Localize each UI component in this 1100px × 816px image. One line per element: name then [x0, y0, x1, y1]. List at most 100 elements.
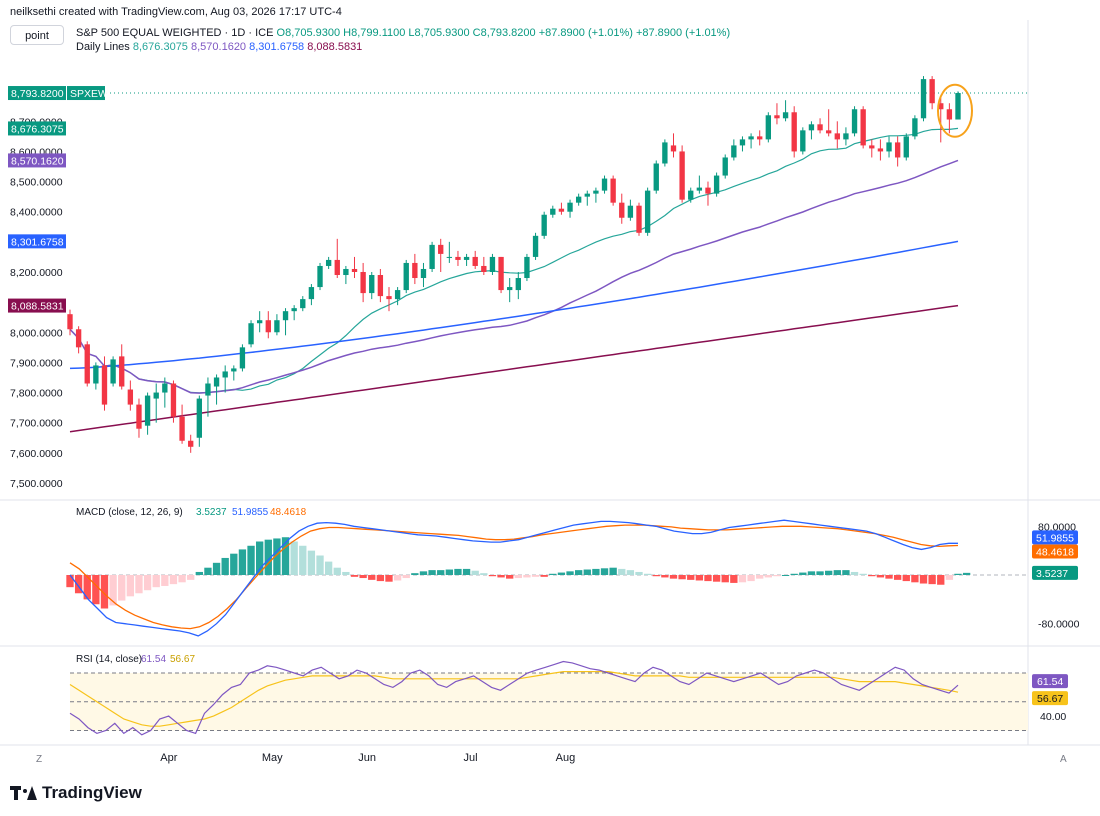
macd-histogram-bar [169, 575, 178, 585]
candle [610, 175, 616, 206]
price-tick-label: 7,900.0000 [10, 357, 63, 369]
candle [515, 271, 521, 300]
macd-histogram-bar [902, 575, 910, 582]
candle [782, 100, 789, 122]
candle [205, 377, 211, 417]
macd-histogram-bar [411, 573, 419, 575]
symbol-badge-text: SPXEW [70, 88, 108, 100]
candle-body [955, 93, 961, 120]
candle-body [826, 130, 832, 134]
candle [886, 136, 892, 158]
candle-body [256, 320, 263, 324]
symbol-legend: S&P 500 EQUAL WEIGHTED · 1D · ICE O8,705… [76, 27, 730, 39]
candle [300, 296, 306, 312]
macd-title: MACD (close, 12, 26, 9) [76, 507, 183, 518]
candle-body [377, 275, 384, 297]
macd-histogram-bar [333, 567, 341, 575]
macd-histogram-bar [790, 573, 798, 575]
line-value-badge: 8,301.6758 [8, 234, 66, 249]
candle [679, 145, 685, 203]
candle [955, 91, 961, 120]
rsi-ma-value: 56.67 [170, 654, 195, 665]
candle [394, 287, 401, 306]
chart-credit: neilksethi created with TradingView.com,… [10, 6, 342, 18]
candle [420, 262, 427, 288]
candle-body [584, 193, 590, 197]
candle [101, 356, 108, 411]
candle [351, 256, 358, 279]
scale-mode-button[interactable]: point [10, 25, 64, 45]
auto-scale-button[interactable]: A [1060, 754, 1067, 765]
candle [731, 139, 737, 161]
candle-body [282, 311, 289, 321]
candle-body [636, 205, 642, 233]
macd-histogram-bar [643, 573, 652, 575]
macd-histogram-bar [661, 575, 669, 578]
macd-histogram-bar [135, 575, 143, 594]
candle [429, 241, 435, 272]
candle-body [101, 365, 108, 405]
macd-value-badge-text: 48.4618 [1036, 546, 1074, 558]
lines-legend: Daily Lines 8,676.3075 8,570.1620 8,301.… [76, 41, 362, 53]
candle-body [791, 112, 797, 152]
candle [317, 262, 323, 291]
candle [532, 232, 539, 260]
symbol-title: S&P 500 EQUAL WEIGHTED · 1D · ICE [76, 27, 274, 39]
macd-histogram-bar [704, 575, 712, 582]
candle-body [334, 259, 340, 276]
candle [67, 309, 73, 336]
candle [636, 202, 642, 236]
macd-histogram-bar [264, 539, 272, 575]
macd-signal-line [69, 524, 959, 630]
candle-body [351, 268, 358, 272]
line-value-badge-bg [8, 234, 66, 249]
time-tick-label: Aug [556, 752, 576, 764]
price-tick-label: 7,700.0000 [10, 418, 63, 430]
candle-body [524, 256, 530, 279]
candle [567, 199, 573, 218]
candle-body [429, 244, 435, 269]
candle [179, 404, 185, 444]
macd-histogram-bar [83, 575, 91, 600]
candle-body [774, 115, 780, 119]
macd-histogram-bar [445, 569, 454, 575]
macd-histogram-bar [281, 537, 290, 575]
time-tick-label: Jul [464, 752, 478, 764]
macd-histogram-bar [825, 570, 833, 575]
candle [136, 398, 142, 438]
macd-histogram-bar [152, 575, 160, 588]
macd-histogram-bar [626, 570, 635, 575]
candle [929, 76, 935, 110]
candle-body [179, 416, 185, 441]
candle [808, 121, 815, 140]
candle-body [205, 383, 211, 396]
macd-histogram-bar [100, 575, 109, 609]
macd-histogram-bar [359, 575, 367, 579]
candle-body [688, 190, 694, 200]
candle-body [343, 268, 349, 276]
candle [877, 139, 884, 161]
candle [584, 190, 590, 206]
macd-histogram-bar [531, 575, 540, 577]
macd-histogram-bar [669, 575, 678, 579]
macd-histogram-bar [695, 575, 704, 581]
tradingview-logo: TradingView [10, 783, 142, 803]
macd-histogram-bar [566, 571, 574, 575]
zoom-reset-button[interactable]: Z [36, 754, 43, 765]
line-value-badge: 8,570.1620 [8, 153, 66, 168]
macd-histogram-bar [678, 575, 686, 580]
candle-body [369, 275, 375, 294]
macd-histogram-bar [540, 575, 548, 577]
macd-value-badge: 51.9855 [1032, 530, 1078, 545]
line-value-2: 8,570.1620 [191, 41, 247, 53]
macd-histogram-bar [799, 572, 807, 575]
macd-histogram-bar [764, 575, 772, 578]
candle [188, 434, 194, 453]
macd-histogram-bar [583, 569, 591, 575]
macd-histogram-bar [712, 575, 721, 582]
candle [765, 112, 772, 143]
macd-histogram-bar [592, 568, 600, 575]
rsi-value: 61.54 [141, 654, 166, 665]
candle-body [782, 112, 789, 119]
